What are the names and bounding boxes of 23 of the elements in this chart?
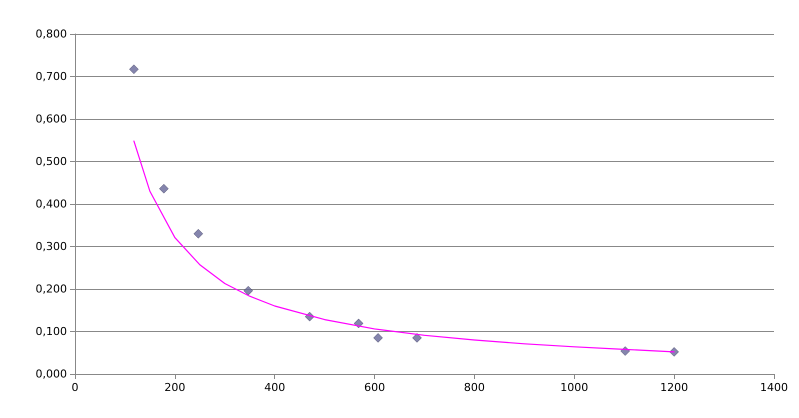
point	[373, 333, 383, 343]
y-tick-label: 0,200	[36, 282, 67, 296]
y-tick-label: 0,000	[36, 368, 67, 380]
y-tick-label: 0,400	[36, 198, 67, 210]
point	[129, 64, 139, 74]
y-tick-label: 0,100	[36, 325, 67, 338]
point	[159, 184, 169, 194]
x-tick-label: 1400	[760, 381, 788, 394]
y-tick-label: 0,600	[36, 112, 67, 126]
x-tick-label: 0	[72, 381, 78, 394]
x-tick-label: 1000	[560, 381, 588, 394]
x-tick-label: 200	[164, 381, 186, 394]
y-tick-label: 0,800	[36, 28, 67, 40]
x-tick-label: 800	[464, 381, 485, 394]
y-tick-label: 0,700	[36, 70, 67, 83]
y-tick-label: 0,500	[36, 155, 67, 168]
x-tick-label: 600	[364, 381, 386, 394]
y-tick-label: 0,300	[36, 240, 67, 253]
point	[412, 333, 422, 343]
x-tick-label: 400	[264, 381, 286, 394]
point	[244, 286, 253, 296]
point	[194, 229, 204, 238]
x-tick-label: 1200	[660, 381, 688, 394]
